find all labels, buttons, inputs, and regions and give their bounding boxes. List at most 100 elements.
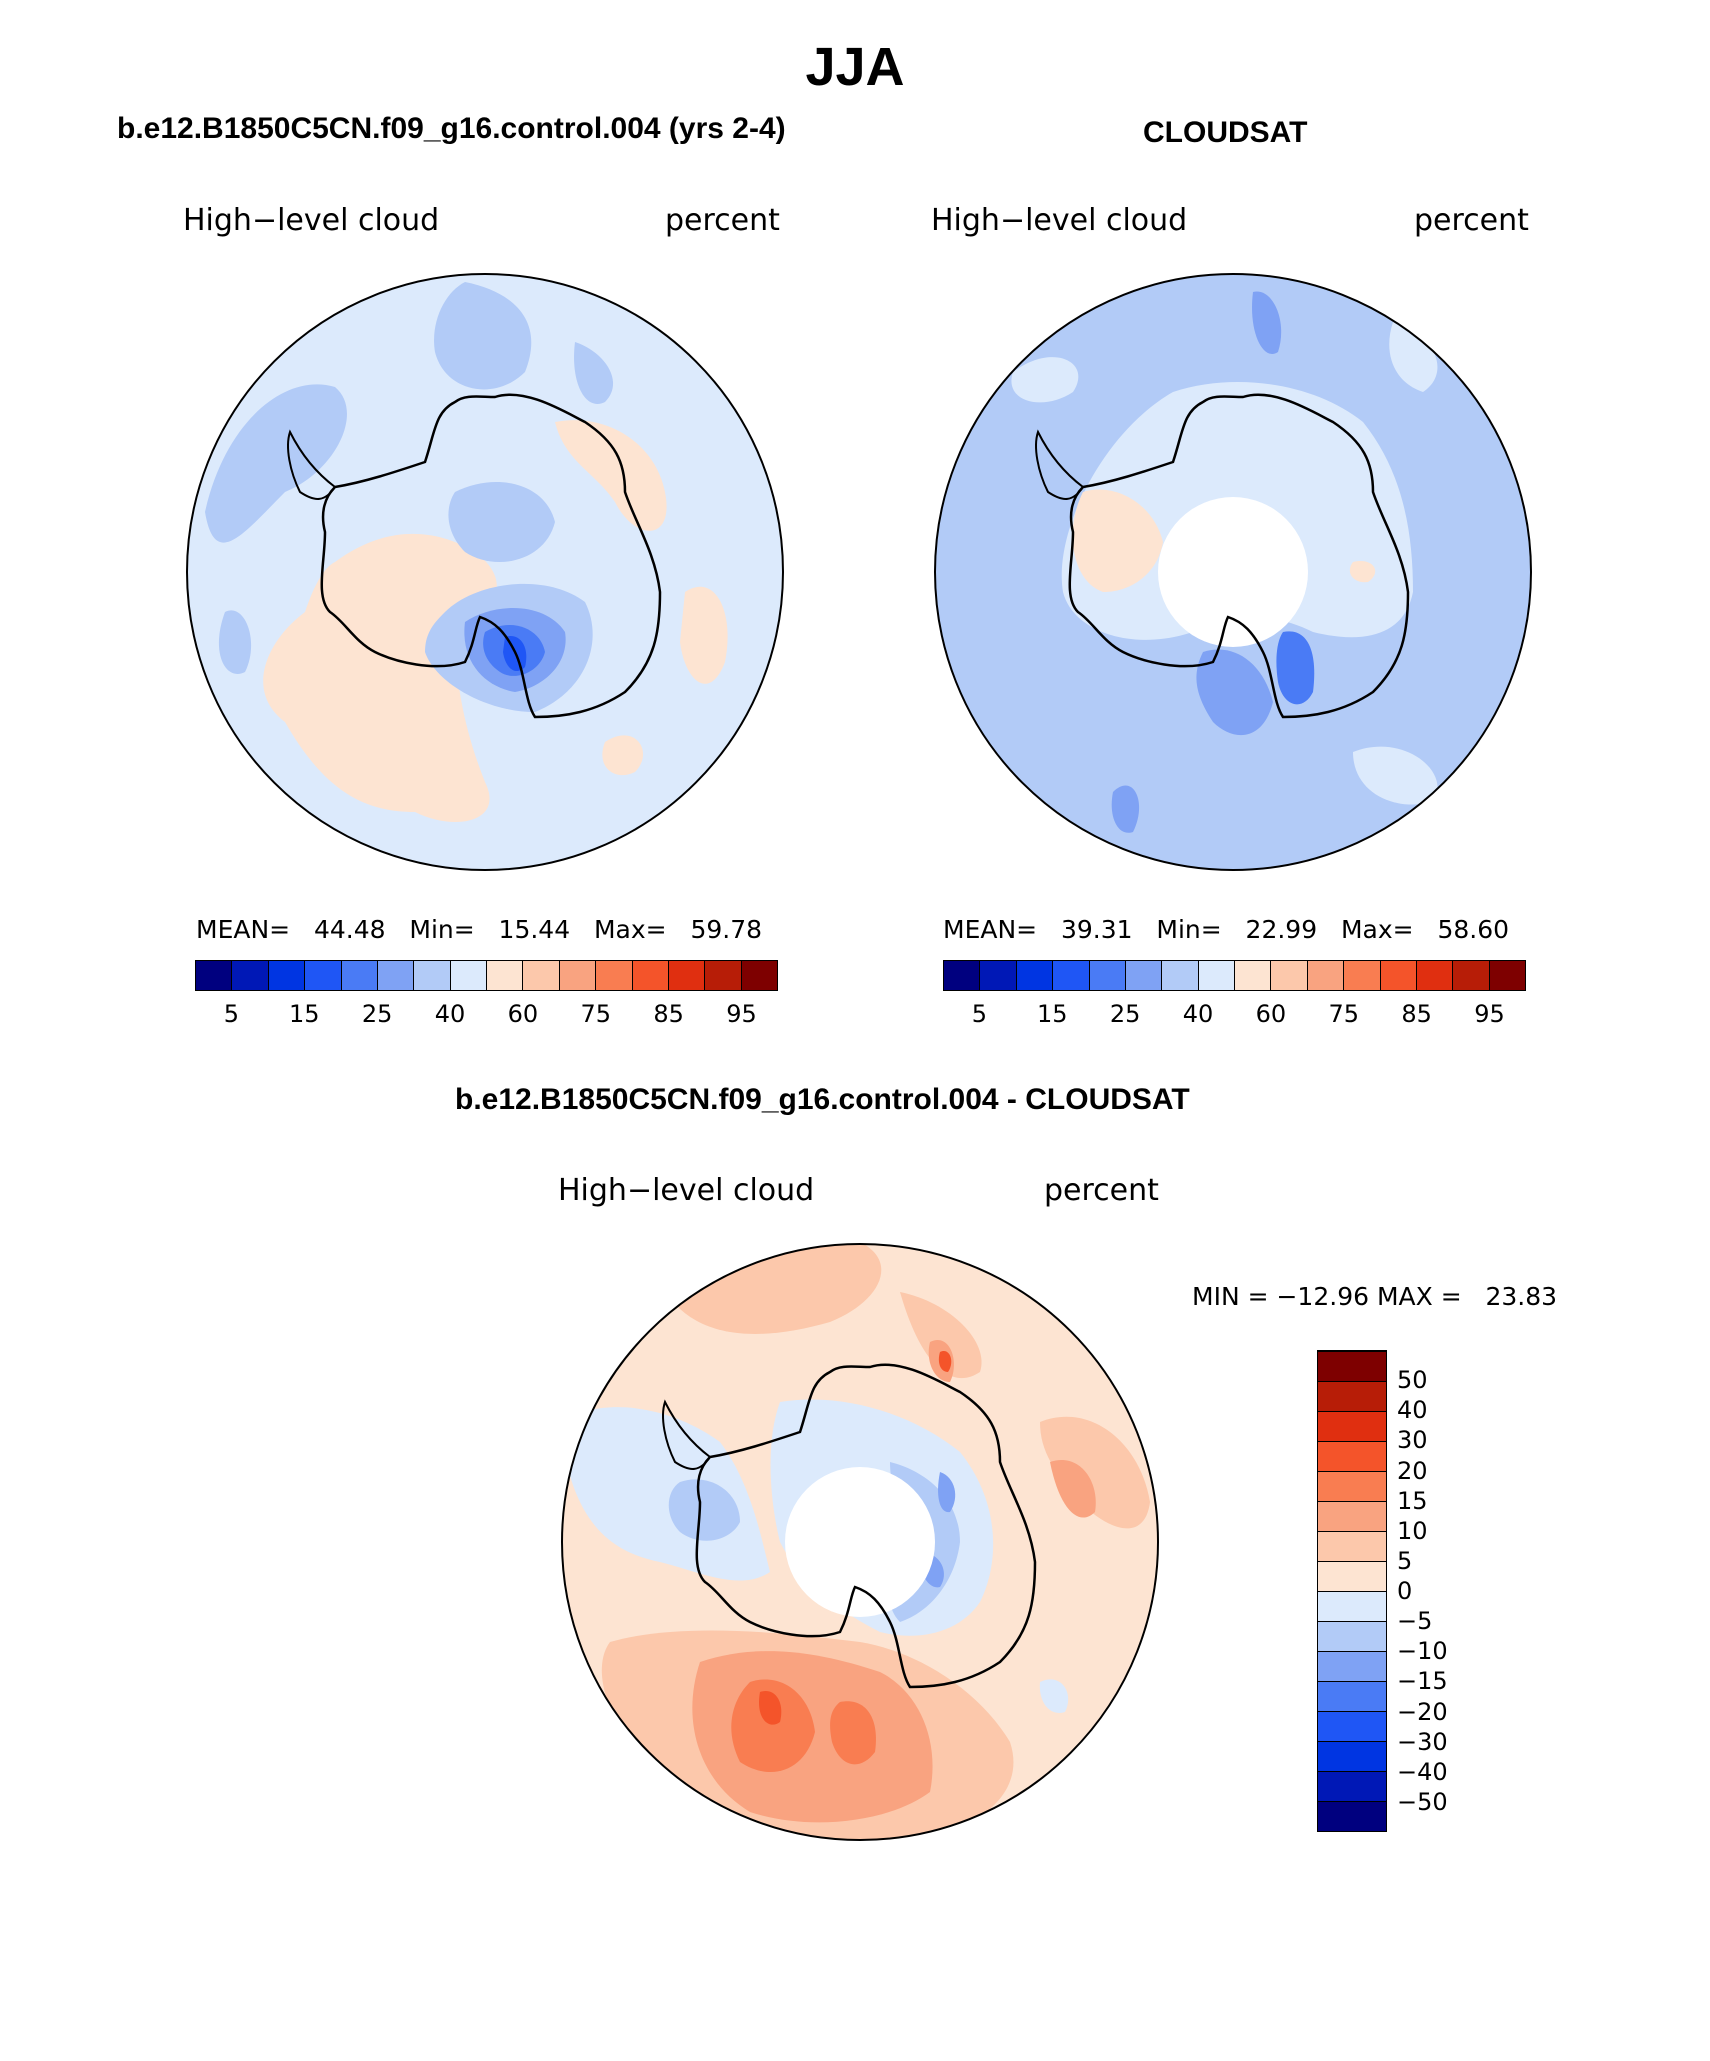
panel1-colorbar <box>195 960 778 991</box>
colorbar-tick-label: 95 <box>726 1000 757 1028</box>
peach-region <box>555 420 667 531</box>
peach-region <box>1072 489 1163 592</box>
mean-label: MEAN= <box>196 915 291 944</box>
colorbar-tick-label: 0 <box>1397 1577 1413 1605</box>
colorbar-tick-label: 15 <box>289 1000 320 1028</box>
colorbar-tick-label: 20 <box>1397 1456 1428 1485</box>
mean-value: 39.31 <box>1060 915 1133 944</box>
antarctic-peninsula <box>662 1399 712 1470</box>
mid-blue-region <box>218 610 252 674</box>
polar-data-gap <box>785 1467 935 1617</box>
panel2-variable-label: High−level cloud <box>931 203 1188 238</box>
colorbar-tick-label: 5 <box>971 1000 988 1028</box>
panel1-units-label: percent <box>665 203 780 238</box>
light-blue-region <box>1039 1679 1069 1713</box>
colorbar-box <box>1235 961 1272 990</box>
colorbar-box <box>232 961 269 990</box>
red-orange-region <box>731 1679 815 1772</box>
colorbar-box <box>1318 1381 1386 1411</box>
colorbar-box <box>1271 961 1308 990</box>
panel2-polar-map <box>934 273 1532 871</box>
colorbar-tick-label: 40 <box>1182 1000 1214 1028</box>
blue-region <box>1111 785 1140 833</box>
colorbar-box <box>1318 1681 1386 1711</box>
mid-blue-region <box>574 342 614 404</box>
max-label: Max= <box>593 915 667 944</box>
light-blue-region <box>1011 357 1079 403</box>
panel1-variable-label: High−level cloud <box>183 203 440 238</box>
colorbar-tick-label: 75 <box>1328 1000 1360 1028</box>
colorbar-box <box>1318 1531 1386 1561</box>
colorbar-box <box>523 961 560 990</box>
colorbar-box <box>450 961 487 990</box>
colorbar-tick-label: 15 <box>1037 1000 1068 1028</box>
blue-region <box>1196 649 1273 736</box>
colorbar-box <box>559 961 597 990</box>
light-blue-region <box>1389 322 1438 392</box>
light-blue-region <box>1353 746 1438 805</box>
colorbar-tick-label: 5 <box>223 1000 240 1028</box>
colorbar-box <box>1318 1351 1386 1381</box>
panel2-title: CLOUDSAT <box>1143 116 1308 149</box>
colorbar-box <box>341 961 378 990</box>
colorbar-tick-label: 10 <box>1397 1516 1428 1545</box>
colorbar-box <box>1053 961 1090 990</box>
colorbar-tick-label: 40 <box>434 1000 466 1028</box>
colorbar-box <box>414 961 451 990</box>
colorbar-tick-label: 60 <box>507 1000 539 1028</box>
blue-region <box>668 1479 740 1541</box>
colorbar-box <box>741 961 777 990</box>
colorbar-box <box>1416 961 1454 990</box>
red-region <box>938 1351 952 1372</box>
colorbar-box <box>1453 961 1490 990</box>
deep-blue-region <box>1276 631 1315 705</box>
colorbar-box <box>980 961 1017 990</box>
colorbar-tick-label: 40 <box>1397 1396 1428 1425</box>
panel1-stats: MEAN= 44.48 Min= 15.44 Max= 59.78 <box>196 915 762 944</box>
min-label: Min= <box>409 915 475 944</box>
colorbar-box <box>1318 1741 1386 1771</box>
colorbar-box <box>1318 1501 1386 1531</box>
colorbar-box <box>196 961 233 990</box>
colorbar-box <box>1318 1651 1386 1681</box>
panel3-title: b.e12.B1850C5CN.f09_g16.control.004 - CL… <box>455 1083 1190 1116</box>
antarctic-coastline <box>1068 393 1410 719</box>
peach-region <box>680 586 728 684</box>
colorbar-box <box>305 961 342 990</box>
colorbar-tick-label: 60 <box>1255 1000 1287 1028</box>
colorbar-tick-label: 5 <box>1397 1546 1413 1575</box>
deeper-blue-region <box>938 1472 956 1513</box>
colorbar-box <box>1489 961 1525 990</box>
min-value: 15.44 <box>498 915 571 944</box>
red-region <box>759 1691 782 1725</box>
colorbar-tick-label: −30 <box>1397 1727 1448 1756</box>
colorbar-tick-label: 25 <box>361 1000 393 1028</box>
antarctic-coastline <box>320 393 662 719</box>
mid-blue-region <box>434 282 532 390</box>
colorbar-tick-label: 50 <box>1397 1366 1428 1395</box>
panel3-polar-map <box>561 1243 1159 1841</box>
antarctic-peninsula <box>287 429 337 500</box>
colorbar-box <box>1318 1441 1386 1471</box>
colorbar-box <box>377 961 415 990</box>
red-orange-region <box>830 1701 876 1765</box>
colorbar-box <box>668 961 706 990</box>
blue-region <box>1252 291 1282 354</box>
peach-region <box>1349 561 1376 583</box>
antarctic-coastline <box>695 1363 1037 1689</box>
colorbar-tick-label: −10 <box>1397 1637 1448 1666</box>
colorbar-box <box>1125 961 1163 990</box>
map-boundary <box>186 273 784 871</box>
colorbar-box <box>1318 1591 1386 1621</box>
colorbar-box <box>1089 961 1126 990</box>
orange-region <box>1050 1460 1096 1518</box>
panel3-units-label: percent <box>1044 1173 1159 1208</box>
colorbar-tick-label: −40 <box>1397 1757 1448 1786</box>
colorbar-tick-label: 95 <box>1474 1000 1505 1028</box>
panel3-variable-label: High−level cloud <box>558 1173 815 1208</box>
colorbar-box <box>1318 1711 1386 1741</box>
colorbar-tick-label: −50 <box>1397 1787 1448 1816</box>
peach-region <box>602 735 644 776</box>
panel3-minmax: MIN = −12.96 MAX = 23.83 <box>1192 1282 1558 1311</box>
colorbar-box <box>1016 961 1054 990</box>
